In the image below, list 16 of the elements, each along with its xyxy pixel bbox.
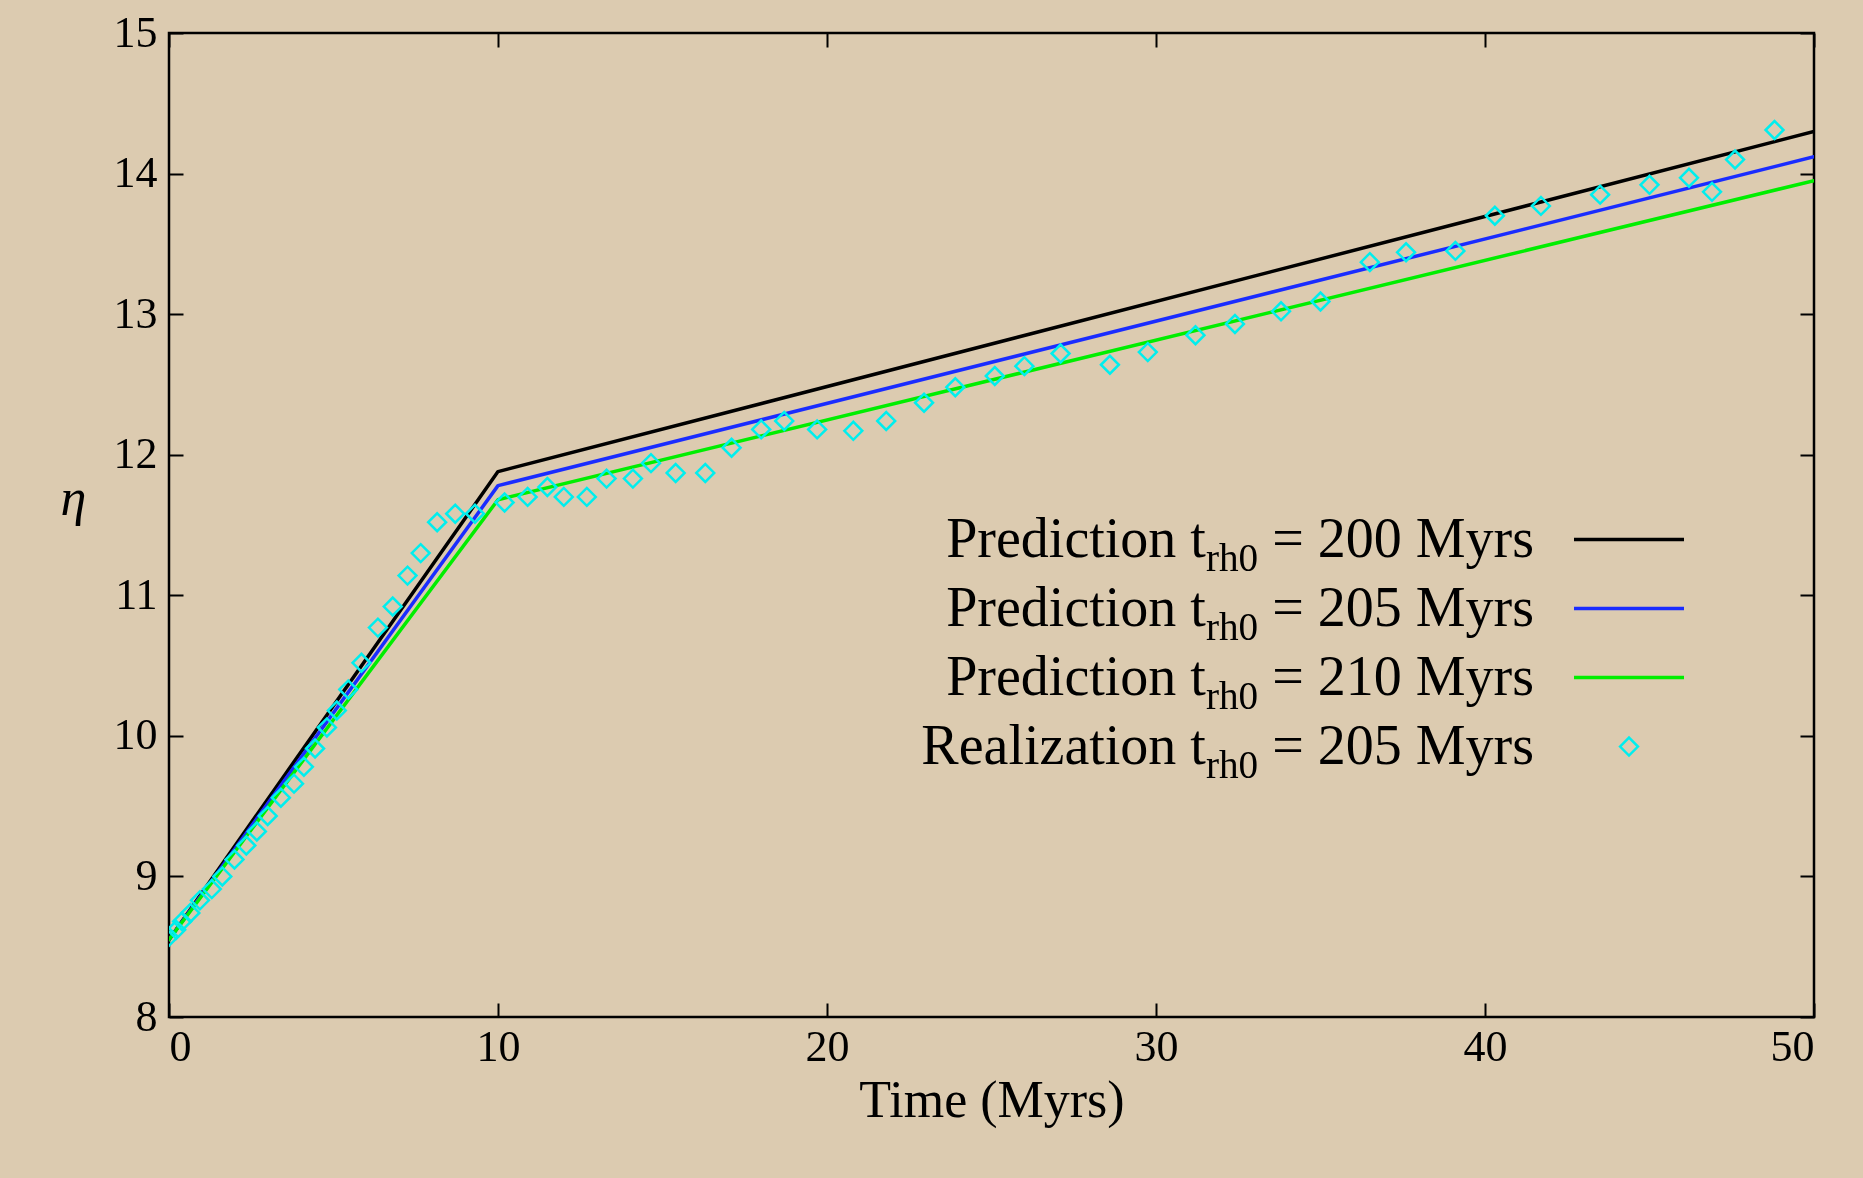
y-tick-label: 8	[135, 991, 158, 1041]
x-tick-label: 20	[805, 1021, 850, 1071]
y-tick-label: 9	[135, 850, 158, 900]
y-tick-label: 14	[113, 148, 158, 198]
x-tick-label: 40	[1463, 1021, 1508, 1071]
x-tick-label: 10	[476, 1021, 521, 1071]
y-axis-title: η	[60, 468, 87, 526]
y-tick-label: 10	[113, 710, 158, 760]
x-tick-label: 30	[1134, 1021, 1179, 1071]
y-tick-label: 12	[113, 429, 158, 479]
x-axis-title: Time (Myrs)	[859, 1070, 1125, 1129]
y-tick-label: 15	[113, 7, 158, 57]
y-tick-label: 11	[115, 569, 158, 619]
y-tick-label: 13	[113, 288, 158, 338]
x-tick-label: 0	[169, 1021, 192, 1071]
x-tick-label: 50	[1770, 1021, 1815, 1071]
